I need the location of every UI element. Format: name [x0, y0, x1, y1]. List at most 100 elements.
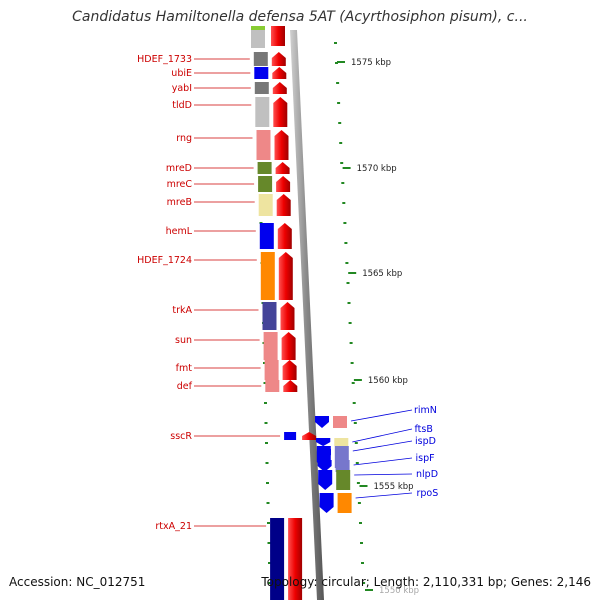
- kbp-tick: [365, 589, 373, 591]
- gene-box-rpos[interactable]: [337, 493, 352, 513]
- gene-label-rpos[interactable]: rpoS: [417, 488, 439, 499]
- gene-box-def[interactable]: [265, 380, 280, 392]
- gene-label-rtxa-21[interactable]: rtxA_21: [155, 521, 192, 532]
- tick-mark: [362, 582, 366, 584]
- tick-mark: [353, 422, 357, 424]
- tick-mark: [265, 462, 269, 464]
- tick-mark: [268, 562, 271, 564]
- gene-box-nlpd[interactable]: [336, 470, 351, 490]
- gene-arrow-small[interactable]: [317, 449, 331, 460]
- tick-mark: [355, 462, 359, 464]
- gene-box-ispf[interactable]: [335, 460, 350, 472]
- gene-box-hdef-1724[interactable]: [260, 252, 275, 300]
- gene-arrow-partial[interactable]: [271, 26, 285, 46]
- gene-arrow-rpos[interactable]: [319, 493, 334, 513]
- gene-arrow-nlpd[interactable]: [318, 470, 333, 490]
- tick-mark: [343, 222, 347, 224]
- gene-label-hdef-1733[interactable]: HDEF_1733: [137, 54, 192, 65]
- kbp-tick: [353, 379, 362, 381]
- gene-arrow-mrec[interactable]: [276, 176, 291, 192]
- gene-label-mrec[interactable]: mreC: [167, 179, 193, 190]
- kbp-tick: [342, 167, 351, 169]
- gene-arrow-yabi[interactable]: [272, 82, 287, 94]
- gene-arrow-rtxa-21[interactable]: [288, 518, 303, 600]
- gene-arrow-sscr[interactable]: [302, 432, 317, 440]
- gene-arrow-rng[interactable]: [274, 130, 289, 160]
- tick-mark: [356, 482, 360, 484]
- gene-box-hdef-1733[interactable]: [253, 52, 268, 66]
- gene-box-ftsb[interactable]: [334, 438, 349, 446]
- gene-arrow-ubie[interactable]: [272, 67, 287, 79]
- tick-mark: [359, 522, 362, 524]
- tick-mark: [345, 262, 349, 264]
- gene-box-sscr[interactable]: [284, 432, 297, 440]
- gene-arrow-sun[interactable]: [281, 332, 296, 360]
- gene-label-heml[interactable]: hemL: [166, 226, 193, 237]
- gene-label-yabi[interactable]: yabI: [172, 83, 192, 94]
- gene-box-heml[interactable]: [259, 223, 274, 249]
- tick-mark: [352, 402, 356, 404]
- gene-box-tldd[interactable]: [255, 97, 270, 127]
- leader-line: [354, 473, 413, 476]
- gene-arrow-hdef-1733[interactable]: [271, 52, 286, 66]
- leader-line: [352, 428, 413, 443]
- gene-arrow-mreb[interactable]: [276, 194, 291, 216]
- gene-arrow-rimn[interactable]: [315, 416, 329, 428]
- gene-arrow-ispf[interactable]: [317, 460, 332, 472]
- gene-label-fmt[interactable]: fmt: [176, 363, 193, 374]
- tick-mark: [349, 342, 353, 344]
- gene-arrow-def[interactable]: [283, 380, 298, 392]
- tick-mark: [361, 562, 364, 564]
- gene-box-fmt[interactable]: [264, 360, 279, 380]
- gene-label-sun[interactable]: sun: [175, 335, 192, 346]
- kbp-label: 1565 kbp: [362, 269, 402, 279]
- tick-mark: [347, 302, 351, 304]
- tick-mark: [264, 422, 268, 424]
- gene-box-mrec[interactable]: [258, 176, 273, 192]
- gene-label-mred[interactable]: mreD: [166, 163, 192, 174]
- gene-arrow-hdef-1724[interactable]: [278, 252, 293, 300]
- gene-box-ubie[interactable]: [254, 67, 269, 79]
- gene-label-ispf[interactable]: ispF: [416, 453, 435, 464]
- gene-label-sscr[interactable]: sscR: [170, 431, 192, 442]
- gene-label-ubie[interactable]: ubiE: [171, 68, 192, 79]
- gene-arrow-tldd[interactable]: [273, 97, 288, 127]
- gene-box-partial[interactable]: [251, 28, 265, 48]
- genome-backbone: [290, 30, 324, 600]
- gene-label-tldd[interactable]: tldD: [172, 100, 192, 111]
- tick-mark: [265, 442, 268, 444]
- gene-box-partial[interactable]: [251, 26, 265, 30]
- gene-box-rimn[interactable]: [333, 416, 347, 428]
- tick-mark: [335, 62, 338, 64]
- gene-label-hdef-1724[interactable]: HDEF_1724: [137, 255, 192, 266]
- gene-box-sun[interactable]: [263, 332, 278, 360]
- gene-arrow-fmt[interactable]: [282, 360, 297, 380]
- gene-arrow-heml[interactable]: [277, 223, 292, 249]
- gene-box-mred[interactable]: [257, 162, 272, 174]
- gene-label-rng[interactable]: rng: [176, 133, 192, 144]
- gene-label-trka[interactable]: trkA: [172, 305, 192, 316]
- gene-box-mreb[interactable]: [258, 194, 273, 216]
- map-title: Candidatus Hamiltonella defensa 5AT (Acy…: [72, 9, 528, 25]
- gene-label-nlpd[interactable]: nlpD: [416, 469, 438, 480]
- gene-label-rimn[interactable]: rimN: [414, 405, 437, 416]
- gene-arrow-mred[interactable]: [275, 162, 290, 174]
- gene-label-ftsb[interactable]: ftsB: [415, 424, 433, 435]
- genome-summary-text: Topology: circular; Length: 2,110,331 bp…: [261, 575, 591, 589]
- tick-mark: [354, 442, 358, 444]
- tick-mark: [341, 182, 345, 184]
- kbp-label: 1550 kbp: [379, 586, 419, 596]
- gene-label-ispd[interactable]: ispD: [415, 436, 436, 447]
- accession-text: Accession: NC_012751: [9, 575, 146, 589]
- gene-box-yabi[interactable]: [254, 82, 269, 94]
- gene-arrow-small[interactable]: [316, 438, 330, 446]
- kbp-label: 1560 kbp: [368, 376, 408, 386]
- gene-box-rng[interactable]: [256, 130, 271, 160]
- gene-label-def[interactable]: def: [177, 381, 193, 392]
- gene-box-rtxa-21[interactable]: [270, 518, 285, 600]
- tick-mark: [266, 502, 270, 504]
- gene-label-mreb[interactable]: mreB: [167, 197, 192, 208]
- gene-arrow-trka[interactable]: [280, 302, 295, 330]
- gene-box-trka[interactable]: [262, 302, 277, 330]
